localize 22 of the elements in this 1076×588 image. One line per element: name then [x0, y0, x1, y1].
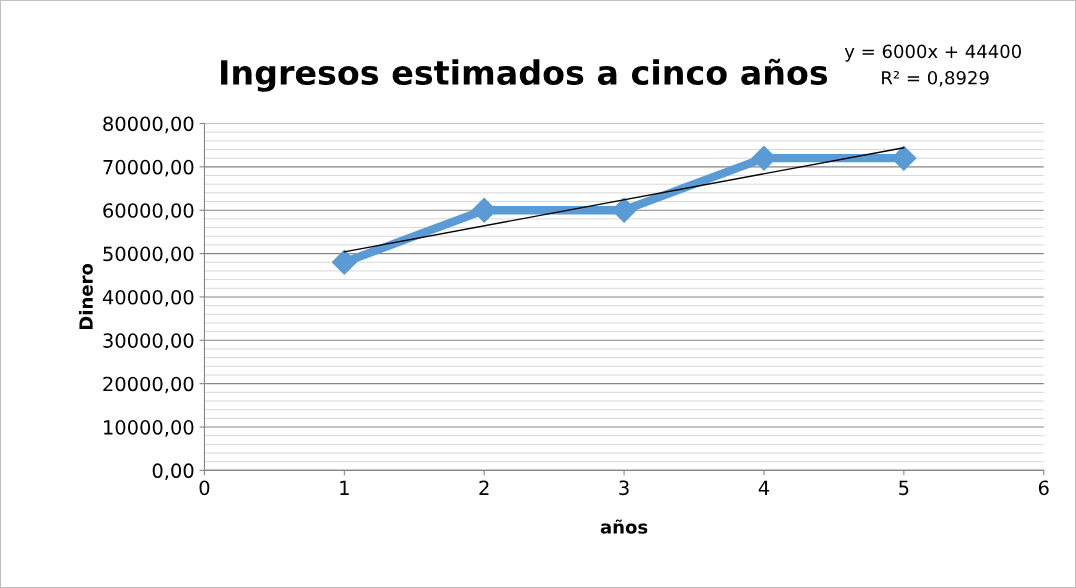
x-tick-label: 6: [1038, 480, 1049, 496]
point: [331, 249, 357, 275]
y-tick-label: 10000,00: [104, 419, 194, 437]
x-tick-label: 3: [619, 480, 629, 496]
x-tick-label: 5: [899, 480, 909, 496]
x-tick-label: 0: [199, 480, 210, 496]
y-tick-label: 20000,00: [103, 376, 194, 394]
y-tick-label: 30000,00: [103, 333, 194, 350]
y-tick-label: 40000,00: [102, 289, 194, 307]
text: y = 6000x + 44400: [844, 44, 1021, 62]
y-axis-title: Dinero: [78, 263, 93, 330]
x-axis-title: años: [600, 519, 648, 534]
y-tick-label: 60000,00: [103, 203, 194, 220]
y-tick-label: 70000,00: [103, 159, 194, 177]
x-tick-label: 2: [479, 480, 489, 495]
text: R² = 0,8929: [882, 70, 989, 87]
x-tick-label: 1: [340, 480, 349, 495]
y-tick-label: 80000,00: [103, 116, 194, 134]
chart-title: Ingresos estimados a cinco años: [221, 58, 828, 92]
x-tick-label: 4: [758, 480, 770, 495]
y-tick-label: 50000,00: [103, 246, 194, 264]
y-tick-label: 0,00: [152, 463, 194, 481]
